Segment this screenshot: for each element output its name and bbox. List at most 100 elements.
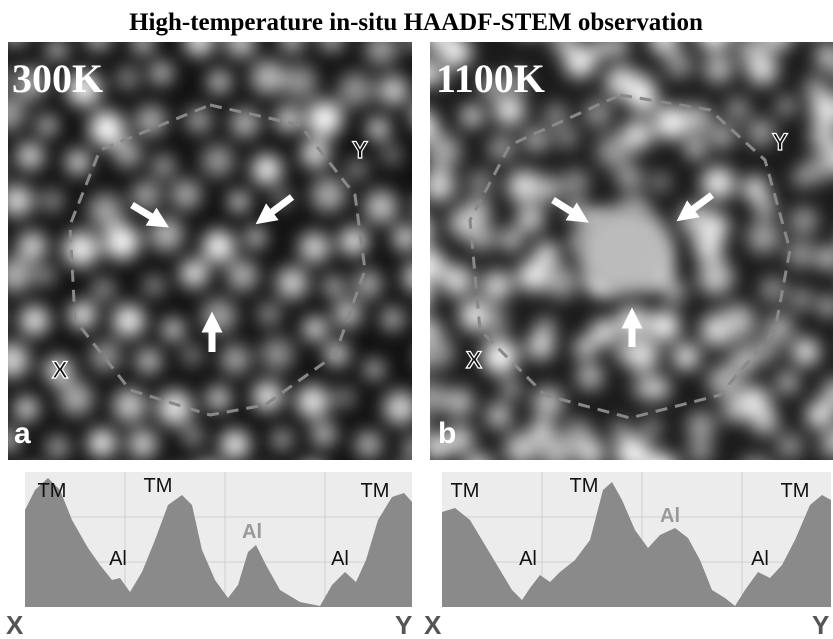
atom-column — [641, 417, 662, 438]
atom-column — [776, 371, 799, 394]
atom-column — [590, 42, 610, 58]
atom-column — [430, 247, 446, 283]
atom-column — [504, 432, 539, 460]
atom-column — [46, 435, 69, 459]
atom-column — [685, 139, 705, 159]
atom-column — [488, 135, 515, 161]
atom-column — [59, 381, 94, 416]
atom-column — [803, 76, 827, 100]
atom-column — [311, 421, 337, 447]
atom-column — [225, 42, 256, 58]
atom-column — [41, 189, 64, 212]
atom-column — [92, 278, 115, 301]
atom-column — [365, 360, 384, 379]
atom-column — [282, 64, 318, 100]
atom-column — [627, 81, 658, 112]
atom-column — [751, 407, 779, 435]
atom-column — [364, 42, 398, 66]
atom-column — [746, 220, 781, 254]
atom-column — [8, 342, 30, 378]
atom-column — [144, 275, 165, 296]
atom-column — [403, 436, 412, 460]
atom-column — [183, 426, 204, 447]
atom-column — [819, 296, 833, 317]
atom-column — [755, 197, 776, 218]
atom-column — [720, 304, 756, 339]
atom-column — [752, 336, 779, 364]
atom-column — [531, 419, 554, 442]
axis-end-label: X — [424, 610, 442, 639]
atom-column — [821, 378, 833, 410]
atom-column — [533, 175, 561, 204]
profile-label: TM — [38, 480, 67, 502]
atom-column — [229, 192, 249, 212]
atom-column — [112, 388, 147, 423]
atom-column — [710, 124, 735, 149]
atom-column — [481, 270, 513, 302]
atom-column — [179, 259, 209, 288]
atom-column — [516, 205, 544, 233]
atom-column — [251, 154, 282, 185]
temperature-label: 1100K — [436, 56, 545, 101]
atom-column — [648, 42, 679, 55]
profile-label: TM — [570, 475, 599, 497]
atom-column — [744, 455, 768, 460]
atom-column — [35, 266, 55, 285]
atom-column — [88, 193, 123, 228]
atom-column — [790, 288, 813, 311]
atom-column — [245, 227, 266, 248]
atom-column — [430, 434, 449, 460]
atom-column — [608, 42, 629, 56]
atom-column — [87, 429, 117, 458]
atom-column — [402, 263, 412, 291]
atom-column — [806, 402, 833, 429]
atom-column — [502, 379, 521, 398]
atom-column — [280, 42, 304, 52]
atom-column — [0, 67, 4, 88]
atom-column — [596, 133, 632, 169]
atom-column — [8, 96, 26, 131]
atom-column — [776, 96, 796, 116]
atom-column — [112, 304, 145, 337]
atom-column — [430, 67, 448, 86]
atom-column — [574, 337, 596, 359]
atom-column — [276, 266, 309, 299]
atom-column — [482, 338, 518, 375]
atom-column — [184, 42, 215, 56]
atom-column — [776, 433, 803, 460]
atom-column — [171, 179, 201, 210]
atom-column — [672, 343, 700, 371]
profile-label: Al — [519, 548, 537, 570]
atom-column — [707, 364, 742, 399]
atom-column — [654, 105, 689, 140]
atom-column — [664, 281, 686, 304]
atom-column — [201, 144, 234, 177]
atom-column — [201, 298, 237, 334]
atom-column — [507, 169, 541, 203]
atom-column — [12, 66, 48, 101]
atom-column — [809, 121, 833, 151]
atom-column — [817, 246, 833, 270]
atom-column — [430, 133, 462, 170]
atom-column — [252, 381, 283, 412]
atom-column — [339, 227, 368, 256]
atom-column — [697, 259, 734, 296]
profile-label: Al — [660, 505, 680, 527]
atom-column — [506, 70, 528, 92]
atom-column — [382, 145, 401, 165]
profile-label: Al — [331, 548, 349, 570]
atom-column — [335, 388, 354, 407]
atom-column — [46, 42, 68, 61]
atom-column — [555, 126, 578, 149]
atom-column — [131, 180, 161, 210]
profile-a — [25, 472, 412, 607]
atom-column — [561, 169, 590, 197]
atom-column — [430, 334, 454, 370]
atom-column — [703, 53, 734, 84]
atom-column — [493, 94, 526, 126]
arrows — [130, 192, 715, 352]
atom-column — [66, 71, 102, 107]
point-label: X — [52, 357, 68, 384]
atom-column — [136, 348, 162, 374]
atom-column — [104, 224, 140, 260]
